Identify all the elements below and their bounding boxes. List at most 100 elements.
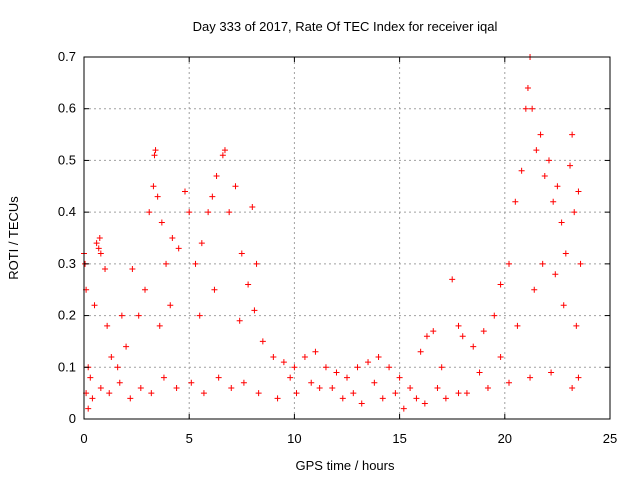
data-point <box>506 379 513 386</box>
data-point <box>211 286 218 293</box>
data-point <box>173 384 180 391</box>
data-point <box>160 374 167 381</box>
data-point <box>85 405 92 412</box>
data-point <box>169 235 176 241</box>
data-point <box>527 374 534 381</box>
data-point <box>539 260 546 267</box>
data-point <box>186 209 193 216</box>
data-point <box>529 105 536 112</box>
data-point <box>455 390 462 397</box>
y-tick-label: 0.2 <box>58 308 76 323</box>
data-point <box>386 364 393 371</box>
data-point <box>96 235 103 241</box>
data-point <box>571 209 578 216</box>
x-tick-label: 10 <box>287 431 301 446</box>
data-point <box>491 312 498 319</box>
data-point <box>459 333 466 340</box>
x-tick-label: 15 <box>392 431 406 446</box>
y-tick-label: 0.3 <box>58 256 76 271</box>
data-point <box>245 281 252 288</box>
data-point <box>316 384 323 391</box>
y-tick-label: 0.1 <box>58 359 76 374</box>
data-point <box>371 379 378 386</box>
data-point <box>575 374 582 381</box>
data-point <box>95 245 102 252</box>
data-point <box>163 260 170 267</box>
data-point <box>291 364 298 371</box>
data-point <box>192 260 199 267</box>
data-point <box>156 322 163 329</box>
data-point <box>240 379 247 386</box>
data-point <box>213 172 220 179</box>
x-axis-label: GPS time / hours <box>296 458 395 473</box>
data-point <box>196 312 203 319</box>
data-point <box>531 286 538 293</box>
data-point <box>550 198 557 205</box>
data-point <box>322 364 329 371</box>
data-point <box>375 353 382 360</box>
data-point <box>181 188 188 195</box>
axis-ticks <box>83 56 611 420</box>
data-point <box>108 353 115 360</box>
data-point <box>129 266 136 273</box>
data-point <box>562 250 569 257</box>
data-point <box>569 131 576 138</box>
data-point <box>123 343 130 350</box>
data-point <box>548 369 555 376</box>
data-point <box>253 260 260 267</box>
data-point <box>221 147 228 154</box>
data-point <box>118 312 125 319</box>
data-point <box>280 359 287 366</box>
data-point <box>569 384 576 391</box>
data-point <box>106 390 113 397</box>
data-point <box>251 307 258 314</box>
data-point <box>135 312 142 319</box>
data-point <box>554 183 561 190</box>
data-point <box>148 390 155 397</box>
data-point <box>545 157 552 164</box>
data-point <box>430 328 437 335</box>
data-point <box>480 328 487 335</box>
data-point <box>533 147 540 154</box>
y-axis-label: ROTI / TECUs <box>6 196 21 280</box>
data-point <box>339 395 346 402</box>
data-point <box>87 374 94 381</box>
data-point <box>333 369 340 376</box>
data-point <box>344 374 350 381</box>
data-point <box>312 348 319 355</box>
data-point <box>442 395 449 402</box>
x-tick-label: 20 <box>498 431 512 446</box>
data-point <box>97 250 104 257</box>
y-tick-label: 0.6 <box>58 101 76 116</box>
data-point <box>151 152 158 159</box>
data-point <box>400 405 407 412</box>
data-point <box>506 260 513 267</box>
data-point <box>449 276 456 283</box>
data-point <box>209 193 216 200</box>
x-tick-label: 0 <box>80 431 87 446</box>
data-point <box>152 147 159 154</box>
y-tick-label: 0.5 <box>58 152 76 167</box>
data-point <box>167 302 174 309</box>
data-point <box>116 379 123 386</box>
data-point <box>146 209 153 216</box>
data-point <box>558 219 565 226</box>
data-point <box>365 359 372 366</box>
data-point <box>522 105 529 112</box>
data-point <box>497 281 504 288</box>
data-point <box>301 353 308 360</box>
data-point <box>102 266 109 273</box>
data-point <box>396 374 403 381</box>
data-point <box>293 390 300 397</box>
y-tick-labels: 0 0.1 0.2 0.3 0.4 0.5 0.6 0.7 <box>58 49 76 426</box>
data-point <box>249 203 256 210</box>
data-point <box>423 333 430 340</box>
data-point <box>226 209 233 216</box>
data-point <box>89 395 96 402</box>
data-point <box>417 348 424 355</box>
data-point <box>236 317 243 324</box>
data-point <box>470 343 477 350</box>
data-point <box>329 384 336 391</box>
data-point <box>413 395 420 402</box>
